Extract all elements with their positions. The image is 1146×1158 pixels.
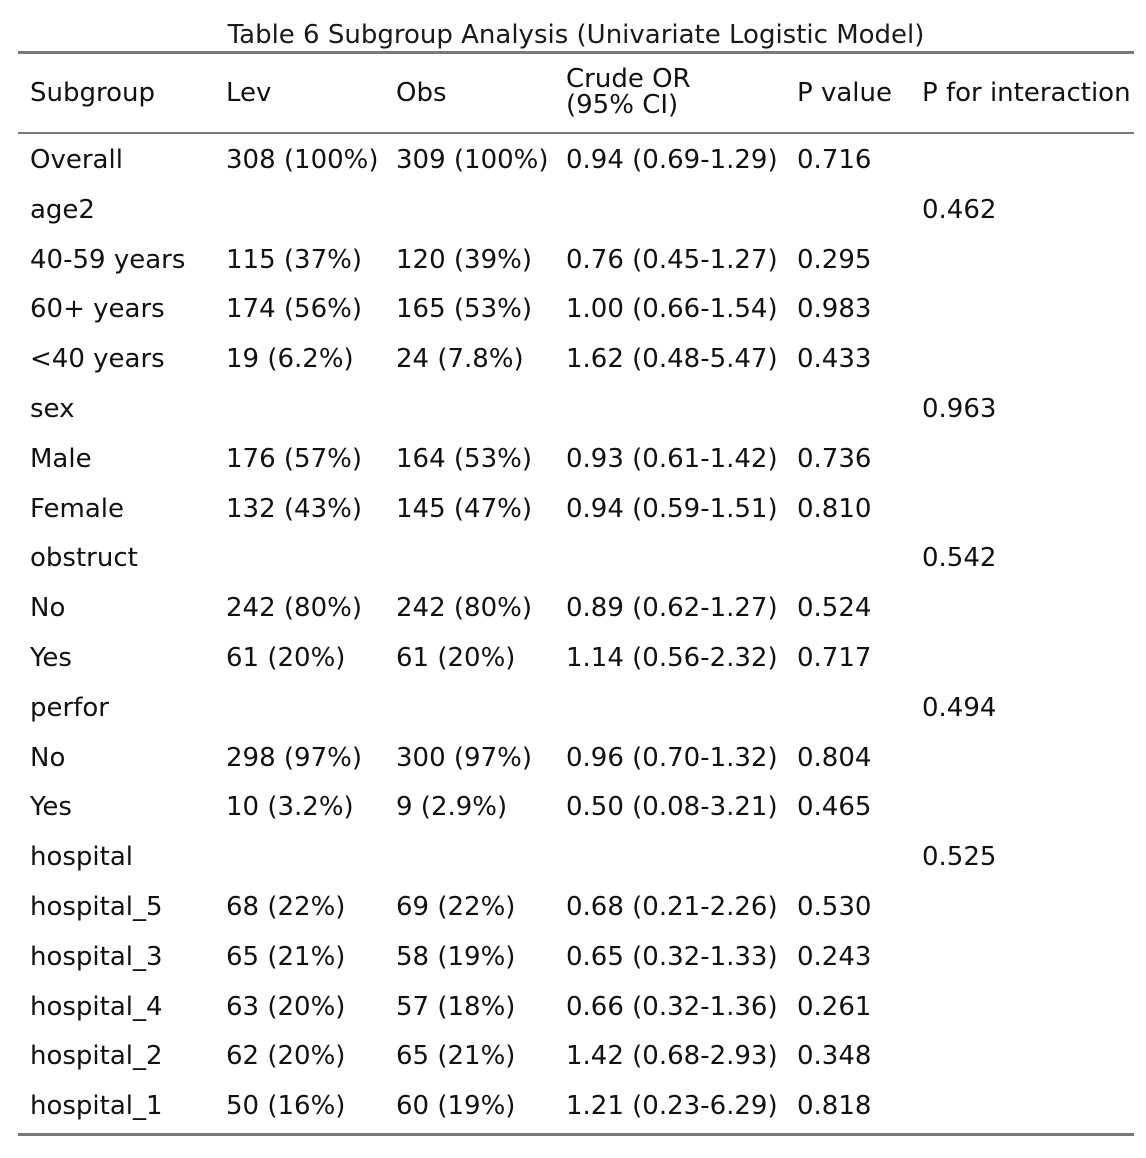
column-header-subgroup: Subgroup bbox=[30, 78, 155, 108]
cell-subgroup: age2 bbox=[30, 195, 95, 225]
cell-lev: 62 (20%) bbox=[226, 1041, 346, 1071]
cell-subgroup: hospital_1 bbox=[30, 1091, 163, 1121]
cell-p-value: 0.261 bbox=[797, 992, 872, 1022]
cell-lev: 176 (57%) bbox=[226, 444, 362, 474]
cell-p-value: 0.716 bbox=[797, 145, 872, 175]
cell-obs: 69 (22%) bbox=[396, 892, 516, 922]
cell-subgroup: Female bbox=[30, 494, 125, 524]
cell-subgroup: Overall bbox=[30, 145, 123, 175]
cell-p-value: 0.524 bbox=[797, 593, 872, 623]
table-caption: Table 6 Subgroup Analysis (Univariate Lo… bbox=[227, 20, 925, 50]
cell-p-interaction: 0.462 bbox=[922, 195, 997, 225]
cell-p-value: 0.983 bbox=[797, 294, 872, 324]
cell-subgroup: hospital_2 bbox=[30, 1041, 163, 1071]
column-header-lev: Lev bbox=[226, 78, 272, 108]
cell-lev: 174 (56%) bbox=[226, 294, 362, 324]
cell-subgroup: No bbox=[30, 743, 66, 773]
cell-lev: 68 (22%) bbox=[226, 892, 346, 922]
cell-crude-or: 0.89 (0.62-1.27) bbox=[566, 593, 778, 623]
cell-obs: 60 (19%) bbox=[396, 1091, 516, 1121]
cell-subgroup: 40-59 years bbox=[30, 245, 186, 275]
cell-lev: 63 (20%) bbox=[226, 992, 346, 1022]
cell-p-interaction: 0.525 bbox=[922, 842, 997, 872]
cell-subgroup: Yes bbox=[30, 792, 72, 822]
cell-obs: 165 (53%) bbox=[396, 294, 532, 324]
cell-lev: 242 (80%) bbox=[226, 593, 362, 623]
cell-obs: 24 (7.8%) bbox=[396, 344, 524, 374]
cell-obs: 120 (39%) bbox=[396, 245, 532, 275]
cell-subgroup: hospital_5 bbox=[30, 892, 163, 922]
cell-subgroup: hospital_3 bbox=[30, 942, 163, 972]
cell-p-interaction: 0.494 bbox=[922, 693, 997, 723]
cell-crude-or: 1.42 (0.68-2.93) bbox=[566, 1041, 778, 1071]
cell-crude-or: 0.94 (0.69-1.29) bbox=[566, 145, 778, 175]
cell-lev: 10 (3.2%) bbox=[226, 792, 354, 822]
cell-lev: 65 (21%) bbox=[226, 942, 346, 972]
cell-crude-or: 1.62 (0.48-5.47) bbox=[566, 344, 778, 374]
cell-subgroup: <40 years bbox=[30, 344, 165, 374]
cell-subgroup: No bbox=[30, 593, 66, 623]
cell-p-value: 0.736 bbox=[797, 444, 872, 474]
cell-obs: 309 (100%) bbox=[396, 145, 549, 175]
cell-crude-or: 0.96 (0.70-1.32) bbox=[566, 743, 778, 773]
top-rule bbox=[18, 51, 1134, 54]
cell-crude-or: 0.68 (0.21-2.26) bbox=[566, 892, 778, 922]
cell-obs: 145 (47%) bbox=[396, 494, 532, 524]
cell-crude-or: 1.00 (0.66-1.54) bbox=[566, 294, 778, 324]
cell-lev: 308 (100%) bbox=[226, 145, 379, 175]
cell-crude-or: 1.14 (0.56-2.32) bbox=[566, 643, 778, 673]
cell-subgroup: sex bbox=[30, 394, 75, 424]
cell-subgroup: Male bbox=[30, 444, 92, 474]
column-header-p-interaction: P for interaction bbox=[922, 78, 1131, 108]
cell-subgroup: perfor bbox=[30, 693, 109, 723]
cell-crude-or: 0.94 (0.59-1.51) bbox=[566, 494, 778, 524]
cell-obs: 242 (80%) bbox=[396, 593, 532, 623]
cell-p-interaction: 0.963 bbox=[922, 394, 997, 424]
cell-lev: 19 (6.2%) bbox=[226, 344, 354, 374]
cell-obs: 58 (19%) bbox=[396, 942, 516, 972]
cell-p-value: 0.717 bbox=[797, 643, 872, 673]
cell-lev: 132 (43%) bbox=[226, 494, 362, 524]
cell-p-value: 0.804 bbox=[797, 743, 872, 773]
column-header-crude-or: Crude OR (95% CI) bbox=[566, 64, 691, 120]
cell-obs: 61 (20%) bbox=[396, 643, 516, 673]
cell-p-value: 0.243 bbox=[797, 942, 872, 972]
cell-crude-or: 0.50 (0.08-3.21) bbox=[566, 792, 778, 822]
cell-p-value: 0.348 bbox=[797, 1041, 872, 1071]
header-rule bbox=[18, 132, 1134, 134]
cell-obs: 57 (18%) bbox=[396, 992, 516, 1022]
cell-p-interaction: 0.542 bbox=[922, 543, 997, 573]
cell-obs: 65 (21%) bbox=[396, 1041, 516, 1071]
cell-crude-or: 0.93 (0.61-1.42) bbox=[566, 444, 778, 474]
cell-crude-or: 0.66 (0.32-1.36) bbox=[566, 992, 778, 1022]
cell-p-value: 0.530 bbox=[797, 892, 872, 922]
cell-subgroup: hospital_4 bbox=[30, 992, 163, 1022]
cell-obs: 300 (97%) bbox=[396, 743, 532, 773]
column-header-obs: Obs bbox=[396, 78, 447, 108]
cell-crude-or: 0.65 (0.32-1.33) bbox=[566, 942, 778, 972]
cell-p-value: 0.818 bbox=[797, 1091, 872, 1121]
column-header-p-value: P value bbox=[797, 78, 892, 108]
cell-lev: 50 (16%) bbox=[226, 1091, 346, 1121]
cell-p-value: 0.295 bbox=[797, 245, 872, 275]
cell-lev: 298 (97%) bbox=[226, 743, 362, 773]
bottom-rule bbox=[18, 1133, 1134, 1136]
cell-obs: 164 (53%) bbox=[396, 444, 532, 474]
cell-subgroup: Yes bbox=[30, 643, 72, 673]
cell-p-value: 0.810 bbox=[797, 494, 872, 524]
cell-crude-or: 0.76 (0.45-1.27) bbox=[566, 245, 778, 275]
cell-obs: 9 (2.9%) bbox=[396, 792, 508, 822]
cell-lev: 115 (37%) bbox=[226, 245, 362, 275]
cell-p-value: 0.433 bbox=[797, 344, 872, 374]
cell-crude-or: 1.21 (0.23-6.29) bbox=[566, 1091, 778, 1121]
cell-subgroup: hospital bbox=[30, 842, 134, 872]
cell-p-value: 0.465 bbox=[797, 792, 872, 822]
cell-subgroup: obstruct bbox=[30, 543, 138, 573]
cell-subgroup: 60+ years bbox=[30, 294, 165, 324]
cell-lev: 61 (20%) bbox=[226, 643, 346, 673]
